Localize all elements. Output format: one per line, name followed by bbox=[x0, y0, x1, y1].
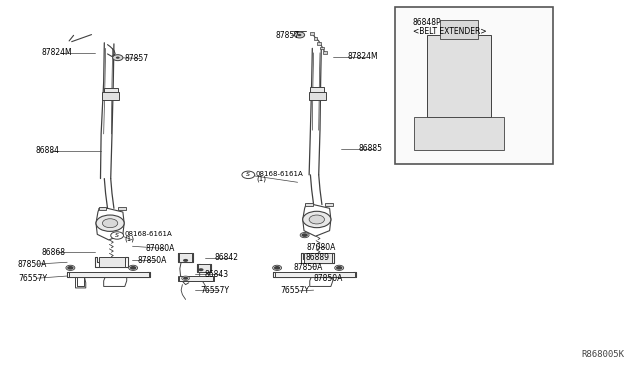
Text: <BELT EXTENDER>: <BELT EXTENDER> bbox=[413, 27, 486, 36]
Text: 87857: 87857 bbox=[275, 31, 300, 40]
Circle shape bbox=[183, 277, 188, 280]
Circle shape bbox=[113, 55, 123, 61]
Text: S: S bbox=[115, 233, 119, 238]
Text: 76557Y: 76557Y bbox=[280, 286, 309, 295]
Text: 87080A: 87080A bbox=[307, 243, 336, 251]
Text: 86884: 86884 bbox=[35, 146, 60, 155]
Circle shape bbox=[273, 265, 282, 270]
Bar bbox=[99, 207, 106, 210]
Text: 86889: 86889 bbox=[306, 253, 330, 262]
Bar bbox=[104, 88, 118, 95]
Bar bbox=[320, 46, 324, 49]
Bar bbox=[99, 257, 125, 267]
Text: 76557Y: 76557Y bbox=[200, 286, 229, 295]
Bar bbox=[395, 7, 553, 164]
Text: 86843: 86843 bbox=[205, 270, 229, 279]
Bar bbox=[309, 92, 326, 100]
Text: (1): (1) bbox=[125, 236, 135, 243]
Circle shape bbox=[335, 265, 344, 270]
Text: 08168-6161A: 08168-6161A bbox=[256, 171, 304, 177]
Circle shape bbox=[300, 232, 309, 238]
Bar bbox=[314, 37, 317, 40]
Circle shape bbox=[111, 232, 124, 239]
Circle shape bbox=[66, 265, 75, 270]
Bar bbox=[310, 32, 314, 35]
Bar bbox=[275, 272, 355, 277]
Text: 86848P: 86848P bbox=[413, 18, 442, 27]
Text: 87850A: 87850A bbox=[293, 263, 323, 272]
Circle shape bbox=[116, 57, 120, 59]
Text: 87850A: 87850A bbox=[314, 274, 343, 283]
Bar bbox=[198, 264, 210, 272]
Bar bbox=[118, 207, 126, 210]
Text: R868005K: R868005K bbox=[581, 350, 624, 359]
Text: 87824M: 87824M bbox=[348, 52, 378, 61]
Circle shape bbox=[183, 259, 188, 262]
Bar bbox=[179, 253, 192, 262]
Bar bbox=[305, 203, 313, 206]
Circle shape bbox=[130, 266, 136, 270]
Text: S: S bbox=[246, 172, 250, 177]
Bar bbox=[414, 117, 504, 150]
Bar bbox=[69, 272, 149, 277]
Bar bbox=[427, 35, 491, 117]
Text: 86842: 86842 bbox=[214, 253, 239, 262]
Text: 76557Y: 76557Y bbox=[18, 274, 47, 283]
Bar bbox=[325, 203, 333, 206]
Text: 08168-6161A: 08168-6161A bbox=[125, 231, 173, 237]
Circle shape bbox=[309, 215, 324, 224]
Bar bbox=[317, 42, 321, 45]
Text: 87824M: 87824M bbox=[42, 48, 72, 57]
Bar bbox=[102, 92, 119, 100]
Circle shape bbox=[298, 34, 301, 36]
Circle shape bbox=[242, 171, 255, 179]
Text: 87850A: 87850A bbox=[18, 260, 47, 269]
Text: 87857: 87857 bbox=[125, 54, 149, 63]
Bar bbox=[323, 51, 327, 54]
Circle shape bbox=[274, 266, 280, 270]
Text: (1): (1) bbox=[256, 175, 266, 182]
Text: 87850A: 87850A bbox=[138, 256, 167, 265]
Circle shape bbox=[129, 265, 138, 270]
Bar bbox=[440, 20, 478, 39]
Circle shape bbox=[67, 266, 74, 270]
Circle shape bbox=[96, 215, 124, 231]
Circle shape bbox=[336, 266, 342, 270]
Circle shape bbox=[301, 233, 308, 237]
Bar bbox=[310, 87, 324, 95]
Circle shape bbox=[182, 276, 189, 280]
Text: 86885: 86885 bbox=[358, 144, 383, 153]
Circle shape bbox=[198, 268, 204, 271]
Text: 87080A: 87080A bbox=[146, 244, 175, 253]
Text: 86868: 86868 bbox=[42, 248, 65, 257]
Bar bbox=[179, 276, 213, 281]
Circle shape bbox=[294, 32, 305, 38]
Circle shape bbox=[102, 219, 118, 228]
Bar bbox=[304, 253, 332, 263]
Circle shape bbox=[303, 211, 331, 228]
